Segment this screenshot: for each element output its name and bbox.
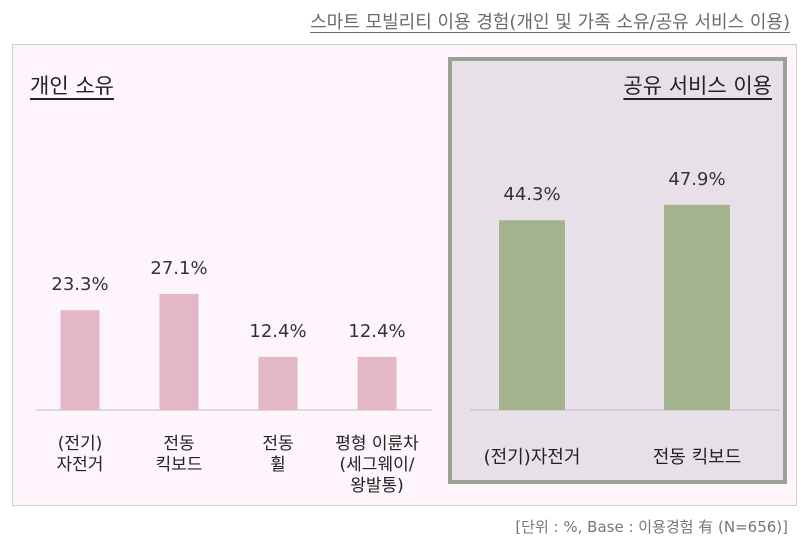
value-label: 47.9% bbox=[668, 169, 725, 190]
category-label: (전기)자전거 bbox=[484, 447, 581, 468]
category-label: 전동 bbox=[163, 434, 194, 454]
category-label: 휠 bbox=[270, 455, 286, 475]
shared-service-title: 공유 서비스 이용 bbox=[623, 74, 772, 98]
bar-personal-1 bbox=[159, 293, 199, 410]
personal-ownership-title: 개인 소유 bbox=[30, 74, 114, 98]
category-label: (전기) bbox=[58, 434, 103, 454]
bar-personal-2 bbox=[258, 356, 298, 410]
value-label: 23.3% bbox=[51, 274, 108, 295]
bar-personal-3 bbox=[357, 356, 397, 410]
value-label: 27.1% bbox=[150, 258, 207, 279]
category-label: (세그웨이/ bbox=[340, 455, 415, 475]
bar-shared-0 bbox=[499, 220, 565, 410]
value-label: 12.4% bbox=[348, 321, 405, 342]
category-label: 왕발통) bbox=[350, 476, 404, 496]
category-label: 전동 bbox=[262, 434, 293, 454]
value-label: 44.3% bbox=[503, 184, 560, 205]
page-title: 스마트 모빌리티 이용 경험(개인 및 가족 소유/공유 서비스 이용) bbox=[310, 12, 790, 33]
bar-shared-1 bbox=[664, 204, 730, 410]
value-label: 12.4% bbox=[249, 321, 306, 342]
category-label: 평형 이륜차 bbox=[335, 434, 419, 454]
bar-personal-0 bbox=[60, 310, 100, 410]
footnote: [단위 : %, Base : 이용경험 有 (N=656)] bbox=[515, 518, 788, 536]
category-label: 자전거 bbox=[57, 455, 104, 475]
category-label: 킥보드 bbox=[156, 455, 203, 475]
category-label: 전동 킥보드 bbox=[653, 447, 742, 468]
